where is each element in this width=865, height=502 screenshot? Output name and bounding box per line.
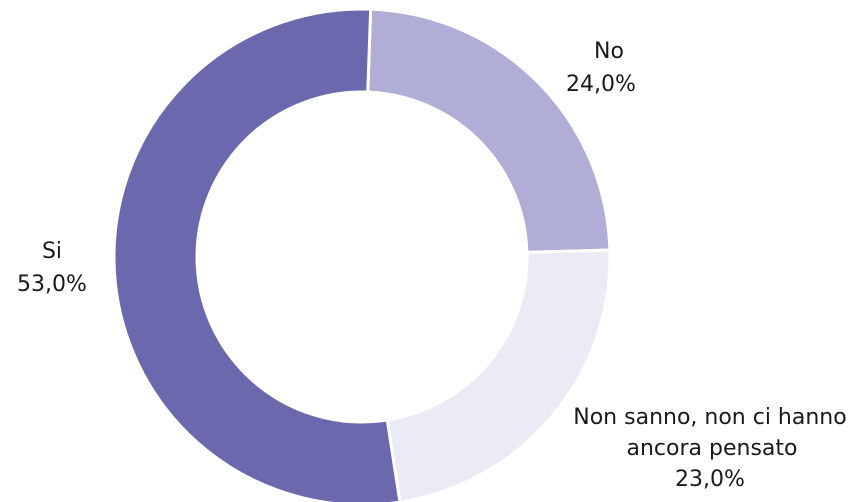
donut-slice-2 — [112, 7, 402, 502]
slice-value-non-sanno: 23,0% — [675, 467, 745, 492]
donut-slices — [112, 7, 612, 502]
slice-value-si: 53,0% — [17, 272, 87, 297]
slice-label-no: No — [594, 39, 624, 64]
slice-label-si: Si — [42, 239, 62, 264]
slice-label-non-sanno-line2: ancora pensato — [627, 436, 798, 461]
slice-label-non-sanno-line1: Non sanno, non ci hanno — [573, 405, 846, 430]
slice-value-no: 24,0% — [566, 72, 636, 97]
donut-slice-0 — [366, 7, 612, 254]
donut-slice-1 — [385, 248, 612, 502]
